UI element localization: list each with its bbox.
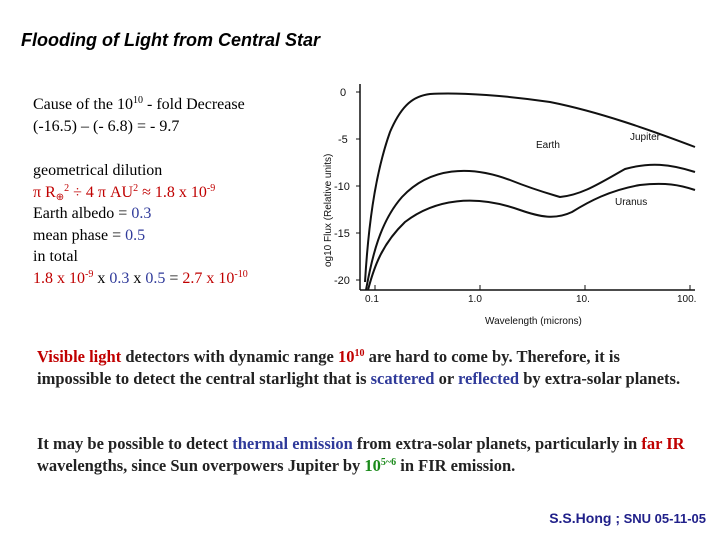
x-tick-label: 10.: [576, 294, 590, 305]
jupiter-label: Jupiter: [630, 132, 661, 143]
planet-flux-curve: [365, 163, 696, 291]
x-tick-label: 1.0: [468, 294, 482, 305]
cause-line-2: (-16.5) – (- 6.8) = - 9.7: [33, 118, 180, 135]
albedo-line: Earth albedo = 0.3: [33, 205, 152, 222]
x-ticks: [374, 285, 691, 290]
thermal-emission-paragraph: It may be possible to detect thermal emi…: [37, 434, 685, 475]
total-line: 1.8 x 10-9 x 0.3 x 0.5 = 2.7 x 10-10: [33, 268, 248, 287]
earth-label: Earth: [536, 140, 560, 151]
uranus-label: Uranus: [615, 197, 647, 208]
y-tick-label: 0: [340, 87, 346, 99]
y-tick-label: -20: [334, 275, 350, 287]
total-label: in total: [33, 248, 78, 265]
cause-line-1: Cause of the 1010 - fold Decrease: [33, 95, 245, 114]
x-axis-label: Wavelength (microns): [485, 316, 582, 327]
y-tick-label: -5: [338, 134, 348, 146]
x-tick-label: 0.1: [365, 294, 379, 305]
flux-spectrum-figure: 0 -5 -10 -15 -20 og10 Flux (Relative uni…: [323, 84, 696, 327]
slide-title: Flooding of Light from Central Star: [21, 30, 320, 50]
dilution-label: geometrical dilution: [33, 162, 163, 179]
y-tick-label: -15: [334, 228, 350, 240]
phase-line: mean phase = 0.5: [33, 226, 146, 244]
dilution-formula: π R⊕2 ÷ 4 π AU2 ≈ 1.8 x 10-9: [33, 182, 216, 203]
calculation-block: geometrical dilution π R⊕2 ÷ 4 π AU2 ≈ 1…: [33, 160, 248, 289]
x-tick-label: 100.: [677, 294, 696, 305]
sun-flux-curve: [364, 92, 696, 283]
y-tick-label: -10: [334, 181, 350, 193]
uranus-flux-curve: [367, 182, 696, 291]
visible-light-paragraph: Visible light detectors with dynamic ran…: [37, 347, 681, 388]
cause-block: Cause of the 1010 - fold Decrease (-16.5…: [33, 94, 245, 138]
y-ticks: [356, 91, 360, 281]
y-axis-label: og10 Flux (Relative units): [323, 154, 334, 267]
footer-credit: S.S.Hong ; SNU 05-11-05: [549, 510, 706, 526]
